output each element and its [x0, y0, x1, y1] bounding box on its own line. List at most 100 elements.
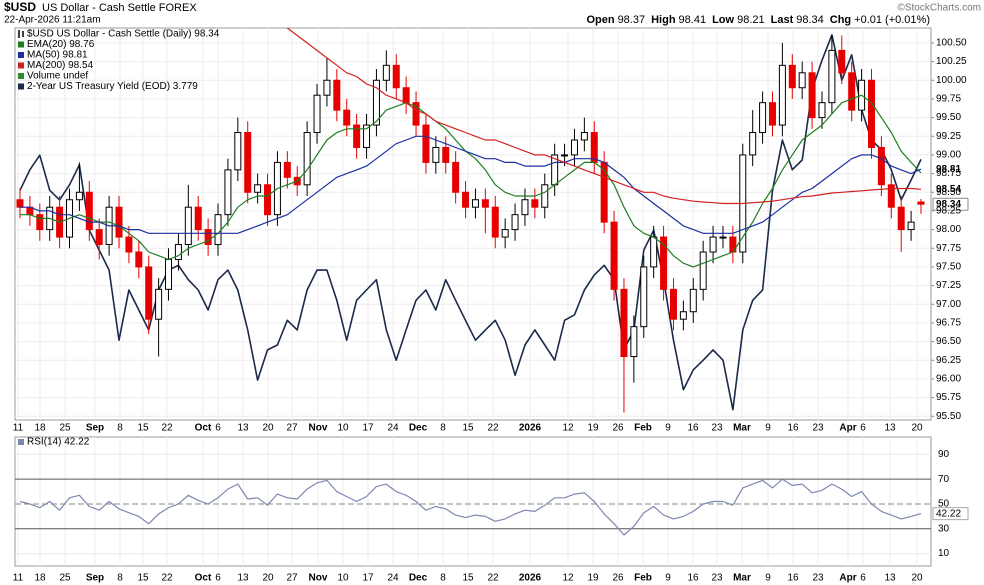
y-tick-label: 97.25 [936, 280, 961, 291]
candle-body [194, 206, 202, 231]
quote-label: Low [712, 14, 734, 26]
x-tick-label: 20 [262, 423, 274, 434]
x-tick-label: Mar [733, 423, 751, 434]
y-tick-label: 100.50 [936, 38, 967, 49]
candle-body [917, 201, 925, 205]
legend-entry: EMA(20) 98.76 [27, 39, 95, 50]
x-tick-label: 15 [137, 423, 149, 434]
x-tick-label: 9 [665, 573, 671, 584]
candle-body [254, 184, 262, 193]
candle-body [471, 199, 479, 208]
candle-body [660, 236, 668, 290]
candle-body [650, 236, 658, 268]
candle-body [561, 154, 569, 157]
candle-body [244, 132, 252, 193]
overlay: $USD US Dollar - Cash Settle (Daily) 98.… [18, 29, 969, 521]
y-tick-label: 96.75 [936, 318, 961, 329]
x-tick-label: 16 [787, 423, 799, 434]
x-tick-label: 8 [440, 423, 446, 434]
rsi-plot [15, 437, 931, 566]
x-tick-label: 22 [161, 573, 173, 584]
candle-body [848, 72, 856, 111]
y-tick-label: 98.75 [936, 168, 961, 179]
series-price-tag: 98.54 [936, 184, 961, 195]
candle-body [95, 229, 103, 246]
candle-body [323, 79, 331, 96]
candle-body [877, 146, 885, 186]
rsi-title: RSI(14) 42.22 [27, 437, 90, 448]
quote-value: 98.21 [737, 14, 765, 26]
candle-body [214, 214, 222, 246]
candle-body [174, 244, 182, 260]
x-tick-label: 23 [812, 573, 824, 584]
y-tick-label: 100.00 [936, 75, 967, 86]
legend-entry: 2-Year US Treasury Yield (EOD) 3.779 [27, 81, 198, 92]
legend-swatch [18, 83, 24, 90]
candle-body [432, 146, 440, 163]
candle-body [343, 109, 351, 126]
x-tick-label: 20 [911, 573, 923, 584]
candle-body [184, 206, 192, 246]
quote-value: 98.41 [679, 14, 707, 26]
legend-swatch [18, 62, 24, 69]
candle-body [818, 102, 826, 119]
x-tick-label: Sep [86, 423, 104, 434]
candle-body [640, 266, 648, 328]
rsi-panel [14, 436, 932, 567]
candle-body [165, 258, 173, 290]
x-tick-label: 23 [711, 573, 723, 584]
candle-body [204, 229, 212, 246]
y-tick-label: 99.50 [936, 112, 961, 123]
x-tick-label: Mar [733, 573, 751, 584]
x-tick-label: Nov [309, 573, 328, 584]
legend-swatch [18, 52, 24, 58]
quote-value: 98.37 [618, 14, 646, 26]
x-tick-label: 2026 [519, 573, 542, 584]
timestamp: 22-Apr-2026 11:21am [4, 15, 101, 26]
candle-body [402, 87, 410, 104]
x-tick-label: 8 [117, 573, 123, 584]
x-tick-label: Feb [634, 573, 652, 584]
x-tick-label: 18 [34, 423, 46, 434]
x-tick-label: 13 [237, 573, 249, 584]
rsi-tick-label: 90 [938, 449, 950, 460]
candle-body [36, 214, 44, 231]
y-tick-label: 96.25 [936, 355, 961, 366]
candle-body [135, 251, 143, 268]
legend-swatch [18, 41, 24, 48]
candle-body [16, 199, 24, 208]
x-tick-label: 12 [562, 573, 574, 584]
x-tick-label: Apr [839, 423, 856, 434]
candle-body [630, 326, 638, 358]
legend-candle-icon [18, 30, 24, 38]
x-tick-label: 17 [362, 573, 374, 584]
y-tick-label: 98.50 [936, 187, 961, 198]
x-tick-label: 6 [215, 573, 221, 584]
candle-body [412, 102, 420, 126]
y-tick-label: 100.25 [936, 56, 967, 67]
x-tick-label: 22 [161, 423, 173, 434]
x-tick-label: 23 [812, 423, 824, 434]
quote-label: Last [771, 14, 794, 26]
candle-body [749, 132, 757, 156]
x-tick-label: Apr [839, 573, 856, 584]
candle-body [590, 132, 598, 163]
x-tick-label: 15 [137, 573, 149, 584]
x-tick-label: 15 [462, 423, 474, 434]
candle-body [511, 214, 519, 231]
x-tick-label: 25 [59, 423, 71, 434]
x-tick-label: 6 [215, 423, 221, 434]
legend-swatch [18, 73, 24, 79]
candle-body [570, 139, 578, 156]
quote-label: High [651, 14, 676, 26]
candle-body [867, 79, 875, 148]
series-price-tag: 98.81 [936, 164, 961, 175]
x-tick-label: 15 [462, 573, 474, 584]
x-tick-label: Sep [86, 573, 104, 584]
copyright: ©StockCharts.com [897, 3, 981, 14]
y-tick-label: 97.50 [936, 262, 961, 273]
x-tick-label: Dec [409, 423, 428, 434]
legend-entry: MA(200) 98.54 [27, 60, 94, 71]
x-tick-label: 16 [787, 573, 799, 584]
candle-body [462, 191, 470, 208]
